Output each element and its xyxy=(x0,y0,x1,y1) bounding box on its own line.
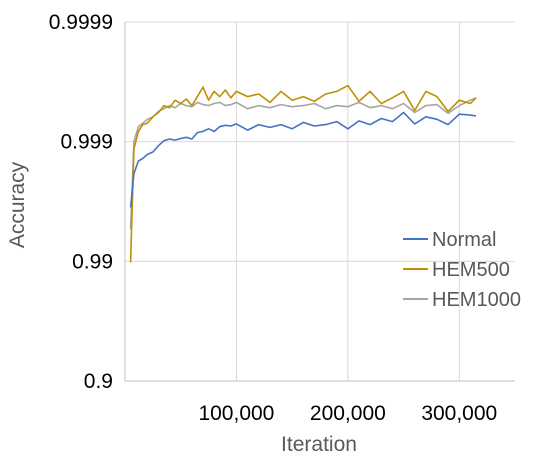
grid-lines xyxy=(125,21,515,381)
series-lines xyxy=(129,84,477,263)
x-tick-label: 100,000 xyxy=(198,402,274,425)
y-tick-label: 0.999 xyxy=(60,131,113,154)
y-tick-label: 0.9999 xyxy=(49,11,113,34)
series-line-hem1000 xyxy=(129,97,477,230)
x-tick-label: 300,000 xyxy=(421,402,497,425)
legend-label-hem1000: HEM1000 xyxy=(432,289,521,311)
y-axis-title: Accuracy xyxy=(6,161,29,248)
legend: Normal HEM500 HEM1000 xyxy=(403,229,521,311)
y-tick-label: 0.9 xyxy=(84,370,113,393)
series-line-hem500 xyxy=(129,84,477,263)
tick-labels: 0.9 0.99 0.999 0.9999 100,000 200,000 300,000 xyxy=(49,11,497,425)
x-axis-title: Iteration xyxy=(281,433,357,456)
y-tick-label: 0.99 xyxy=(72,250,113,273)
axes xyxy=(124,22,515,382)
legend-label-hem500: HEM500 xyxy=(432,259,510,281)
x-tick-label: 200,000 xyxy=(310,402,386,425)
series-line-normal xyxy=(129,111,477,208)
legend-label-normal: Normal xyxy=(432,229,496,251)
